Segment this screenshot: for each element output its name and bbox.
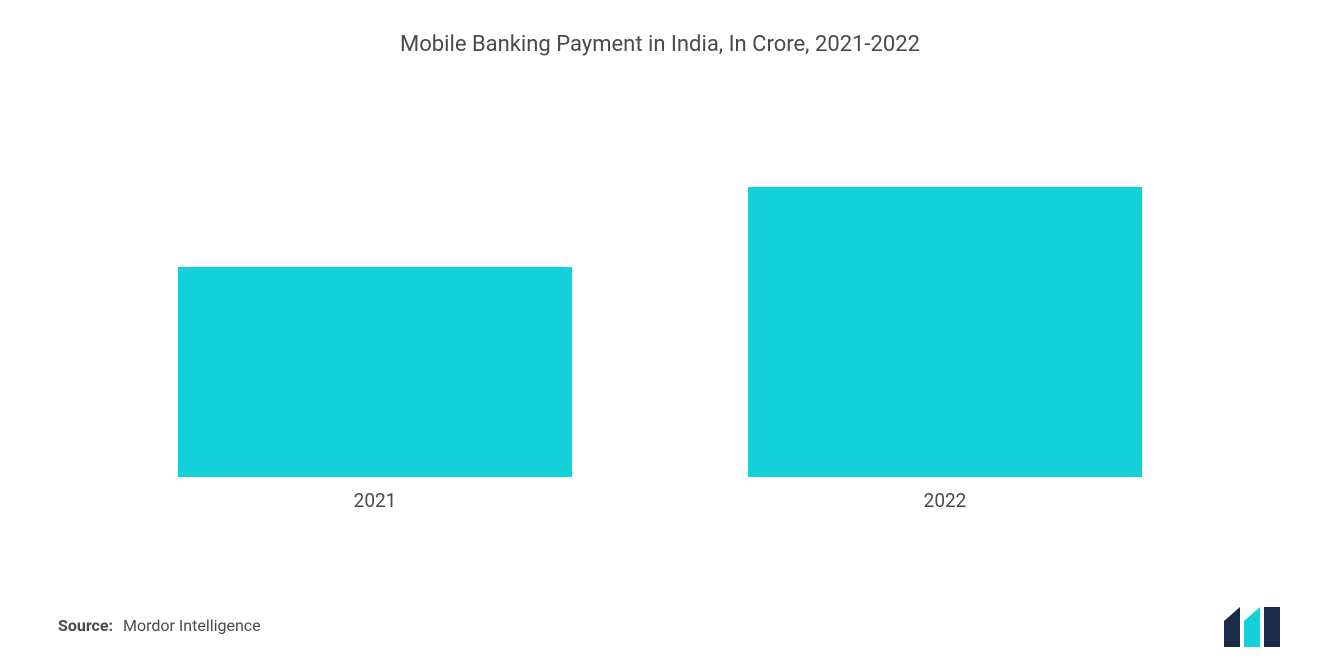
logo-shape-3 [1264, 607, 1280, 647]
plot-area: 2021 2022 [50, 107, 1270, 512]
chart-container: Mobile Banking Payment in India, In Cror… [0, 0, 1320, 665]
bar-1 [748, 187, 1142, 477]
source-label: Source: [58, 616, 113, 635]
source-line: Source: Mordor Intelligence [58, 616, 261, 635]
bar-label-0: 2021 [354, 489, 397, 512]
bar-wrapper-0: 2021 [135, 107, 615, 512]
brand-logo-icon [1224, 607, 1280, 647]
bar-label-1: 2022 [924, 489, 967, 512]
bar-wrapper-1: 2022 [705, 107, 1185, 512]
logo-shape-1 [1224, 607, 1240, 647]
source-value: Mordor Intelligence [123, 616, 261, 635]
logo-shape-2 [1244, 607, 1260, 647]
bar-0 [178, 267, 572, 477]
chart-title: Mobile Banking Payment in India, In Cror… [50, 32, 1270, 57]
